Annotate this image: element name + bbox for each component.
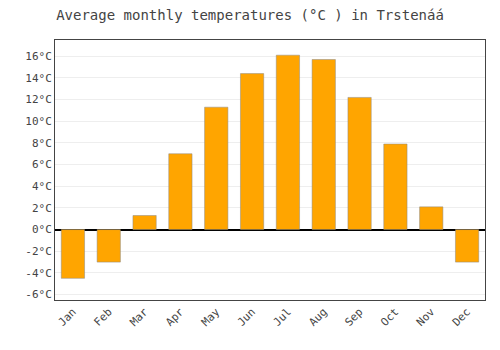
- svg-text:Apr: Apr: [163, 305, 187, 329]
- svg-text:May: May: [199, 305, 223, 329]
- svg-text:Mar: Mar: [127, 305, 151, 329]
- svg-text:2°C: 2°C: [32, 202, 52, 215]
- svg-text:8°C: 8°C: [32, 137, 52, 150]
- svg-text:0°C: 0°C: [32, 223, 52, 236]
- svg-text:6°C: 6°C: [32, 158, 52, 171]
- svg-text:14°C: 14°C: [25, 72, 52, 85]
- svg-text:4°C: 4°C: [32, 180, 52, 193]
- svg-text:-6°C: -6°C: [25, 288, 52, 301]
- svg-text:Aug: Aug: [307, 306, 330, 329]
- svg-text:10°C: 10°C: [25, 115, 52, 128]
- svg-text:Nov: Nov: [414, 305, 438, 329]
- svg-text:Dec: Dec: [450, 306, 473, 329]
- svg-text:Jan: Jan: [56, 306, 79, 329]
- svg-text:Average monthly temperatures (: Average monthly temperatures (°C ) in Tr…: [56, 7, 444, 23]
- svg-text:Jul: Jul: [271, 306, 294, 329]
- svg-text:Jun: Jun: [235, 306, 258, 329]
- svg-text:Feb: Feb: [92, 306, 115, 329]
- svg-text:12°C: 12°C: [25, 93, 52, 106]
- svg-text:16°C: 16°C: [25, 50, 52, 63]
- svg-text:-4°C: -4°C: [25, 267, 52, 280]
- svg-text:Oct: Oct: [378, 306, 401, 329]
- svg-text:-2°C: -2°C: [25, 245, 52, 258]
- svg-text:Sep: Sep: [342, 306, 365, 329]
